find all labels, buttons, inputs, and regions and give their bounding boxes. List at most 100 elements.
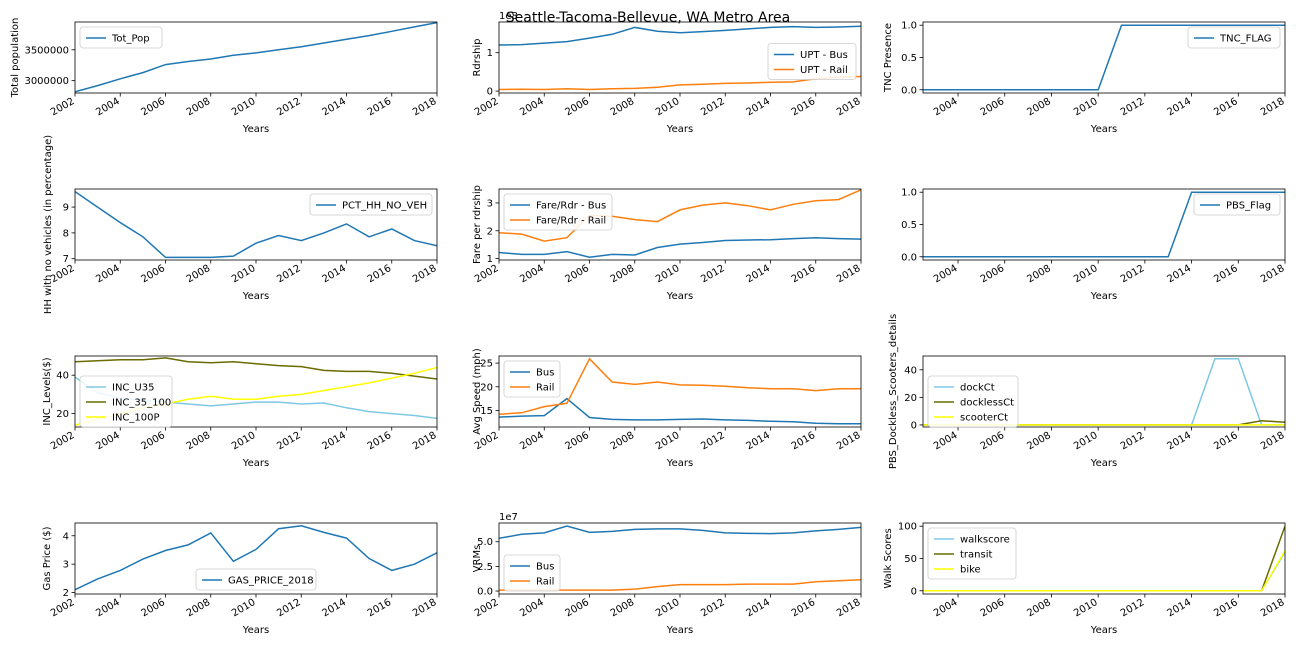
- x-tick-label: 2006: [979, 263, 1007, 285]
- x-tick-label: 2018: [411, 263, 439, 285]
- legend-box: [195, 568, 317, 591]
- chart-p_fare: 2002 2004 2006 2008 2010 2012 2014 2016 2018 1 2 3 Y…: [472, 185, 863, 302]
- x-tick-label: 2012: [275, 430, 303, 452]
- x-tick-label: 2012: [699, 430, 727, 452]
- series-line-p_upt-1: [499, 75, 861, 91]
- legend-label: bike: [960, 565, 981, 576]
- y-axis-label: TNC Presence: [883, 23, 894, 93]
- x-tick-label: 2008: [185, 96, 213, 118]
- legend-label: Rail: [536, 383, 554, 394]
- legend: TNC_FLAG: [1187, 26, 1281, 49]
- x-tick-label: 2004: [94, 597, 122, 619]
- chart-p_noveh: 2002 2004 2006 2008 2010 2012 2014 2016 2018789Y…: [43, 135, 439, 314]
- legend-label: INC_U35: [112, 383, 154, 394]
- x-tick-label: 2018: [1259, 597, 1287, 619]
- y-tick-label: 0.0: [901, 85, 917, 96]
- y-axis-label: PBS_Dockless_Scooters_details: [888, 314, 899, 469]
- legend-box: [927, 375, 1019, 428]
- legend-label: Bus: [536, 368, 554, 379]
- legend-label: walkscore: [960, 535, 1010, 546]
- x-tick-label: 2010: [1072, 263, 1100, 285]
- legend-label: Bus: [536, 562, 554, 573]
- series-line-p_vrm-0: [499, 525, 861, 540]
- y-axis-label: Walk Scores: [883, 528, 894, 588]
- chart-p_pbs: 2004 2006 2008 2010 2012 2014 2016 2018 0.0 0.5 1.…: [901, 188, 1286, 302]
- chart-p_totpop: 2002 2004 2006 2008 2010 2012 2014 2016 2018 3000…: [10, 18, 439, 135]
- x-tick-label: 2010: [230, 96, 258, 118]
- y-tick-label: 2.5: [477, 562, 493, 573]
- axes-frame: [922, 355, 1286, 428]
- x-tick-label: 2004: [518, 96, 546, 118]
- y-axis-label: HH with no vehicles (in percentage): [43, 135, 54, 314]
- y-tick-label: 2: [487, 226, 493, 237]
- x-tick-label: 2016: [366, 263, 394, 285]
- x-tick-label: 2010: [1072, 597, 1100, 619]
- x-tick-label: 2014: [320, 430, 348, 452]
- x-tick-label: 2004: [94, 430, 122, 452]
- x-tick-label: 2018: [1259, 263, 1287, 285]
- y-tick-label: 9: [63, 203, 69, 214]
- x-tick-label: 2006: [563, 597, 591, 619]
- legend: PBS_Flag: [1193, 193, 1281, 216]
- x-tick-label: 2002: [473, 597, 501, 619]
- y-tick-label: 3: [63, 560, 69, 571]
- x-axis-label: Years: [242, 625, 269, 636]
- x-tick-label: 2012: [699, 597, 727, 619]
- legend: INC_U35 INC_35_100 INC_100P: [79, 375, 173, 428]
- x-tick-label: 2008: [609, 96, 637, 118]
- y-tick-label: 7: [63, 254, 69, 265]
- y-tick-label: 100: [898, 522, 917, 533]
- series-line-p_fare-0: [499, 236, 861, 258]
- chart-p_scooter: 2004 2006 2008 2010 2012 2014 2016 2018 0 20 40 Yea…: [888, 314, 1287, 469]
- x-tick-label: 2014: [320, 597, 348, 619]
- y-axis-label: VRMs: [472, 545, 483, 573]
- x-tick-label: 2014: [1166, 263, 1194, 285]
- chart-p_walk: 2004 2006 2008 2010 2012 2014 2016 2018 0 50 100 Ye…: [883, 522, 1287, 636]
- x-tick-label: 2018: [835, 430, 863, 452]
- x-tick-label: 2016: [366, 597, 394, 619]
- x-tick-label: 2018: [835, 263, 863, 285]
- x-tick-label: 2016: [1212, 96, 1240, 118]
- legend-label: TNC_FLAG: [1219, 34, 1272, 45]
- x-tick-label: 2002: [49, 96, 77, 118]
- x-tick-label: 2012: [275, 597, 303, 619]
- x-axis-label: Years: [666, 124, 693, 135]
- x-tick-label: 2008: [1025, 597, 1053, 619]
- series-line-p_walk-2: [923, 550, 1285, 592]
- x-tick-label: 2010: [1072, 430, 1100, 452]
- x-tick-label: 2008: [1025, 430, 1053, 452]
- y-tick-label: 0.0: [477, 587, 493, 598]
- x-tick-label: 2006: [563, 96, 591, 118]
- chart-p_upt: 2002 2004 2006 2008 2010 2012 2014 2016 2018 0 1 1e…: [472, 11, 863, 135]
- series-line-p_gas-0: [75, 525, 437, 591]
- legend-box: [503, 193, 613, 231]
- legend-box: [1193, 193, 1281, 216]
- legend: Tot_Pop: [79, 26, 163, 49]
- x-tick-label: 2012: [699, 263, 727, 285]
- x-axis-label: Years: [666, 625, 693, 636]
- x-tick-label: 2008: [1025, 96, 1053, 118]
- y-tick-label: 1.0: [901, 21, 917, 32]
- x-tick-label: 2002: [49, 430, 77, 452]
- legend-box: [927, 527, 1017, 580]
- x-tick-label: 2006: [139, 430, 167, 452]
- legend-label: UPT - Rail: [800, 65, 848, 76]
- legend: PCT_HH_NO_VEH: [309, 193, 433, 216]
- chart-p_tnc: 2004 2006 2008 2010 2012 2014 2016 2018 0.0 0.5 1.…: [883, 21, 1287, 135]
- y-tick-label: 1: [487, 254, 493, 265]
- legend: Fare/Rdr - Bus Fare/Rdr - Rail: [503, 193, 613, 231]
- y-tick-label: 0.0: [901, 252, 917, 263]
- x-tick-label: 2014: [320, 263, 348, 285]
- y-tick-label: 0.5: [901, 220, 917, 231]
- x-tick-label: 2016: [366, 96, 394, 118]
- y-tick-label: 3500000: [24, 45, 69, 56]
- legend-label: dockCt: [960, 383, 995, 394]
- y-tick-label: 25: [480, 359, 493, 370]
- x-axis-label: Years: [666, 458, 693, 469]
- x-tick-label: 2014: [320, 96, 348, 118]
- series-line-p_totpop-0: [75, 22, 437, 93]
- x-tick-label: 2006: [139, 597, 167, 619]
- x-tick-label: 2010: [1072, 96, 1100, 118]
- x-tick-label: 2016: [790, 96, 818, 118]
- x-tick-label: 2014: [744, 597, 772, 619]
